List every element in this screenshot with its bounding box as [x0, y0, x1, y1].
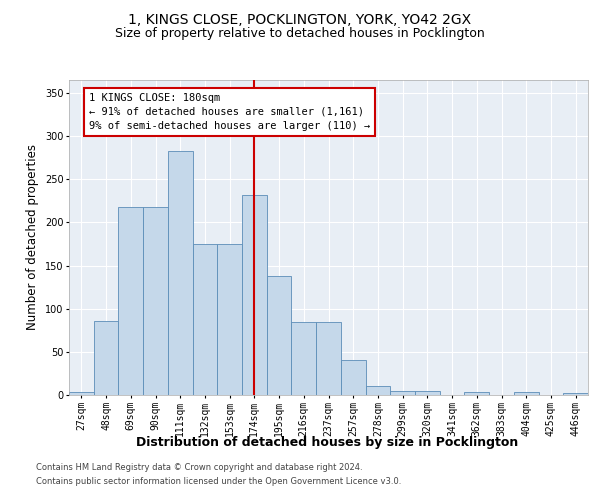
Bar	[143, 207, 168, 395]
Bar	[563, 394, 588, 395]
Text: Distribution of detached houses by size in Pocklington: Distribution of detached houses by size …	[136, 436, 518, 449]
Y-axis label: Number of detached properties: Number of detached properties	[26, 144, 39, 330]
Text: Contains HM Land Registry data © Crown copyright and database right 2024.: Contains HM Land Registry data © Crown c…	[36, 464, 362, 472]
Bar	[514, 392, 539, 395]
Bar	[69, 392, 94, 395]
Text: Size of property relative to detached houses in Pocklington: Size of property relative to detached ho…	[115, 28, 485, 40]
Text: 1 KINGS CLOSE: 180sqm
← 91% of detached houses are smaller (1,161)
9% of semi-de: 1 KINGS CLOSE: 180sqm ← 91% of detached …	[89, 93, 370, 131]
Bar	[193, 244, 217, 395]
Text: 1, KINGS CLOSE, POCKLINGTON, YORK, YO42 2GX: 1, KINGS CLOSE, POCKLINGTON, YORK, YO42 …	[128, 12, 472, 26]
Bar	[292, 322, 316, 395]
Bar	[341, 360, 365, 395]
Bar	[168, 151, 193, 395]
Text: Contains public sector information licensed under the Open Government Licence v3: Contains public sector information licen…	[36, 477, 401, 486]
Bar	[415, 390, 440, 395]
Bar	[464, 392, 489, 395]
Bar	[390, 390, 415, 395]
Bar	[118, 207, 143, 395]
Bar	[94, 321, 118, 395]
Bar	[217, 244, 242, 395]
Bar	[365, 386, 390, 395]
Bar	[242, 195, 267, 395]
Bar	[267, 276, 292, 395]
Bar	[316, 322, 341, 395]
